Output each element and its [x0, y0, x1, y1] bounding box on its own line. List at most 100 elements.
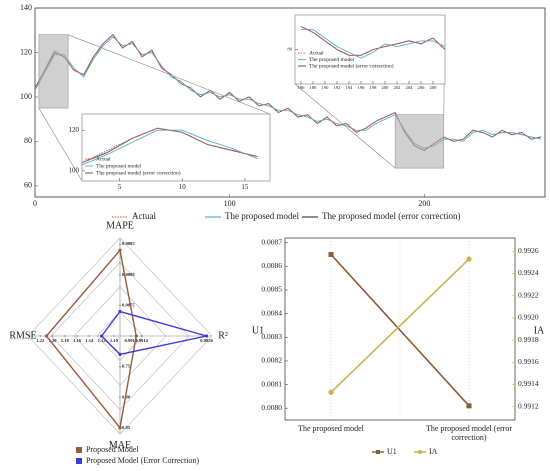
x-tick-label: 188 [310, 85, 318, 90]
series-line [35, 34, 542, 151]
axis-tick-label: 0.75 [122, 364, 131, 369]
axis-tick-label: 1.16 [73, 338, 82, 343]
legend-label: The proposed model [96, 163, 142, 169]
axis-tick [64, 335, 66, 337]
y2-tick-label: 0.9914 [518, 379, 539, 388]
radar-point [204, 334, 209, 338]
legend-label: Actual [309, 50, 324, 56]
y2-tick-label: 0.9920 [518, 313, 539, 322]
axis-title: MAE [109, 440, 131, 451]
point [328, 389, 334, 395]
axis-tick-label: 1.22 [36, 338, 45, 343]
y2-tick-label: 0.9922 [518, 290, 539, 299]
y-tick-label: 0.0085 [261, 285, 282, 294]
x-tick-label: 0 [33, 199, 37, 208]
radar-point [44, 334, 49, 338]
x-tick-label: 190 [322, 85, 330, 90]
axis-tick-label: 0.9914 [135, 338, 148, 343]
axis-tick [119, 366, 121, 368]
radar-point [118, 248, 122, 252]
axis-tick [39, 335, 41, 337]
axis-tick-label: 1.20 [49, 338, 58, 343]
x-tick-label: 100 [224, 199, 236, 208]
y-tick-label: 80 [287, 47, 292, 52]
x-tick-label: 194 [346, 85, 354, 90]
series-line [300, 26, 445, 56]
y-tick-label: 0.0081 [261, 379, 282, 388]
y-tick-label: 80 [24, 136, 32, 145]
legend-label: IA [429, 447, 438, 456]
x-tick-label: 10 [179, 183, 187, 191]
legend-label: The proposed model [309, 57, 355, 63]
axis-tick-label: 0.85 [122, 425, 131, 430]
axis-tick [119, 243, 121, 245]
legend-swatch [76, 458, 82, 464]
legend-label: The proposed model (error correction) [96, 169, 181, 176]
legend-label: The proposed model (error correction) [309, 62, 394, 69]
y-tick-label: 140 [20, 3, 32, 12]
radar-point [134, 334, 138, 338]
series-line [82, 127, 258, 164]
y-tick-label: 120 [69, 126, 80, 134]
x-tick-label: 200 [382, 85, 390, 90]
axis-title: RMSE [9, 330, 36, 341]
legend-swatch [76, 447, 82, 453]
radar-area [100, 310, 207, 356]
legend-label: Proposed Model (Error Correction) [86, 456, 199, 465]
x-tick-label: 202 [394, 85, 402, 90]
zoom-region [38, 34, 69, 109]
x-tick-label-box: The proposed model (error correction) [426, 424, 512, 442]
radar-point [118, 352, 122, 356]
y-tick-label: 100 [69, 166, 80, 174]
x-tick-label: 208 [430, 85, 438, 90]
legend-marker [376, 450, 380, 454]
legend-label: Actual [96, 156, 111, 162]
radar-point [100, 334, 104, 338]
axis-tick-label: 1.14 [85, 338, 94, 343]
axis-title: MAPE [106, 221, 134, 232]
x-tick-label: 198 [370, 85, 378, 90]
y2-tick-label: 0.9924 [518, 268, 539, 277]
y2-axis-title: IA [534, 325, 545, 336]
axis-tick-label: 0.0080 [122, 272, 135, 277]
y-tick-label: 60 [24, 181, 32, 190]
y-axis-title: U1 [252, 325, 264, 336]
axis-tick [51, 335, 54, 337]
series-line [301, 28, 445, 59]
axis-tick-label: 0.0075 [122, 302, 135, 307]
radar-point [118, 426, 122, 430]
x-tick-label: 196 [358, 85, 366, 90]
x-tick-label: 204 [406, 85, 414, 90]
y-tick-label: 0.0080 [261, 403, 282, 412]
legend-label: The proposed model (error correction) [322, 211, 460, 221]
axis-tick [113, 335, 115, 337]
y-tick-label: 0.0084 [261, 308, 282, 317]
axis-tick-label: 1.12 [98, 338, 107, 343]
y-tick-label: 100 [20, 92, 32, 101]
legend-label: The proposed model [225, 211, 299, 221]
legend-label: Actual [132, 211, 156, 221]
axis-tick [88, 335, 90, 337]
x-tick-label: 5 [118, 183, 122, 191]
x-tick-label: The proposed model [298, 424, 364, 433]
x-tick-label: 200 [418, 199, 430, 208]
axis-tick [119, 396, 121, 398]
y-tick-label: 0.0082 [261, 356, 282, 365]
axis-tick-label: 0.80 [122, 394, 131, 399]
series-line [35, 36, 542, 149]
y2-tick-label: 0.9926 [518, 246, 539, 255]
legend-marker [418, 450, 422, 454]
y2-tick-label: 0.9918 [518, 335, 539, 344]
x-tick-label: 192 [334, 85, 342, 90]
y-tick-label: 0.0086 [261, 261, 282, 270]
point [466, 256, 472, 262]
axis-tick-label: 1.10 [110, 338, 119, 343]
point [328, 252, 334, 258]
zoom-connector [294, 83, 396, 169]
y-tick-label: 0.0083 [261, 332, 282, 341]
legend-label: Proposed Model [86, 445, 139, 454]
axis-tick [141, 335, 143, 337]
zoom-connector [38, 107, 83, 182]
series-line [330, 253, 470, 407]
